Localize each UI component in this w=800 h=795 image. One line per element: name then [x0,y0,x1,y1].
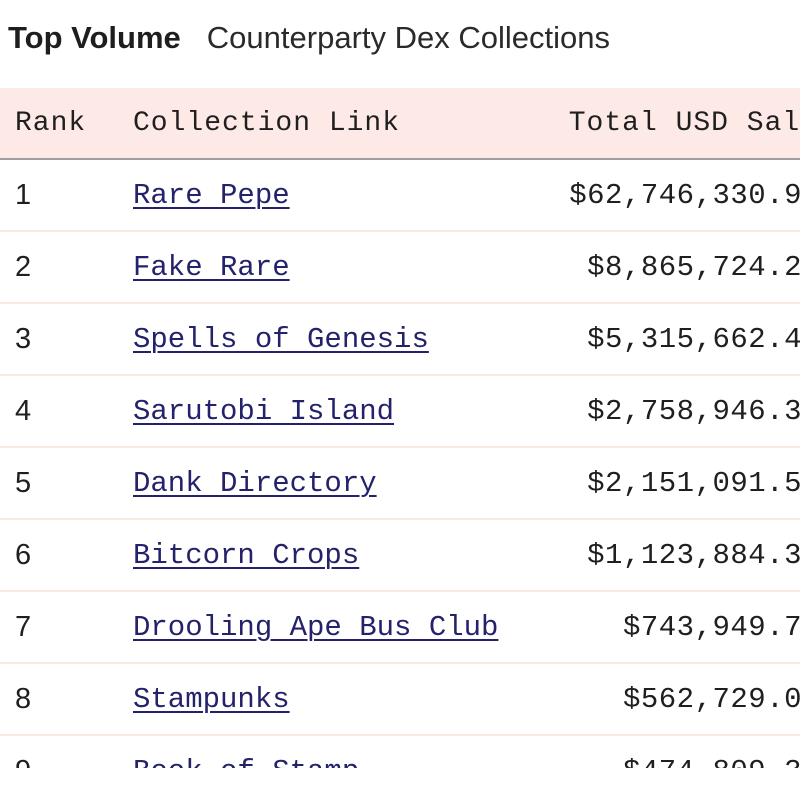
collections-table: Rank Collection Link Total USD Sale 1 Ra… [0,88,800,768]
collection-link[interactable]: Spells of Genesis [133,322,429,356]
rank-cell: 1 [15,178,32,211]
usd-sale-cell: $474,809.3 [623,736,800,769]
usd-sale-cell: $62,746,330.9 [569,178,800,212]
page-header: Top Volume Counterparty Dex Collections [8,14,610,62]
column-header-rank[interactable]: Rank [15,107,87,139]
collection-link[interactable]: Rare Pepe [133,178,290,212]
rank-cell: 4 [15,394,32,427]
rank-cell: 3 [15,322,32,355]
collection-link[interactable]: Dank Directory [133,466,377,500]
page-subtitle: Counterparty Dex Collections [206,20,610,55]
usd-sale-cell: $5,315,662.4 [587,322,800,356]
table-header-row: Rank Collection Link Total USD Sale [0,88,800,160]
collection-link[interactable]: Fake Rare [133,250,290,284]
table-row: 3 Spells of Genesis $5,315,662.4 [0,304,800,376]
rank-cell: 5 [15,466,32,499]
table-row: 4 Sarutobi Island $2,758,946.3 [0,376,800,448]
table-row: 9 Book of Stamp $474,809.3 [0,736,800,768]
collection-link[interactable]: Book of Stamp [133,755,359,769]
table-row: 8 Stampunks $562,729.0 [0,664,800,736]
usd-sale-cell: $562,729.0 [622,682,800,716]
rank-cell: 9 [15,736,31,769]
column-header-total-usd-sale[interactable]: Total USD Sale [568,107,800,139]
rank-cell: 8 [15,682,32,715]
table-row: 5 Dank Directory $2,151,091.5 [0,448,800,520]
collection-link[interactable]: Sarutobi Island [133,394,395,428]
column-header-collection-link[interactable]: Collection Link [133,107,401,139]
collection-link[interactable]: Bitcorn Crops [133,538,360,572]
usd-sale-cell: $2,758,946.3 [587,394,800,428]
page-title: Top Volume [8,20,181,55]
table-row: 1 Rare Pepe $62,746,330.9 [0,160,800,232]
usd-sale-cell: $8,865,724.2 [587,250,800,284]
usd-sale-cell: $2,151,091.5 [587,466,800,500]
table-row: 2 Fake Rare $8,865,724.2 [0,232,800,304]
table-row: 6 Bitcorn Crops $1,123,884.3 [0,520,800,592]
collection-link[interactable]: Drooling Ape Bus Club [133,610,499,644]
rank-cell: 2 [15,250,32,283]
collection-link[interactable]: Stampunks [133,682,290,716]
usd-sale-cell: $743,949.7 [622,610,800,644]
rank-cell: 7 [15,610,32,643]
rank-cell: 6 [15,538,32,571]
usd-sale-cell: $1,123,884.3 [587,538,800,572]
table-row: 7 Drooling Ape Bus Club $743,949.7 [0,592,800,664]
